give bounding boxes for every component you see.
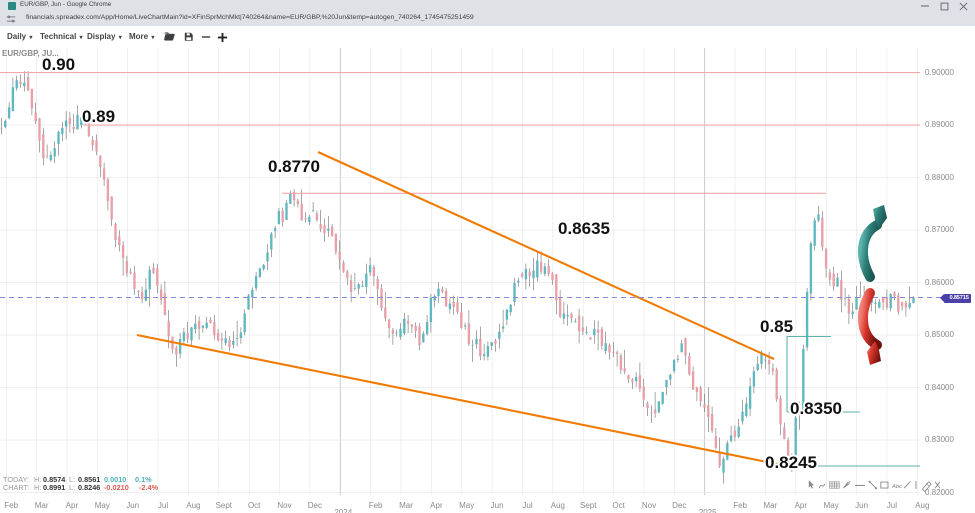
svg-text:Abc: Abc	[891, 484, 902, 490]
